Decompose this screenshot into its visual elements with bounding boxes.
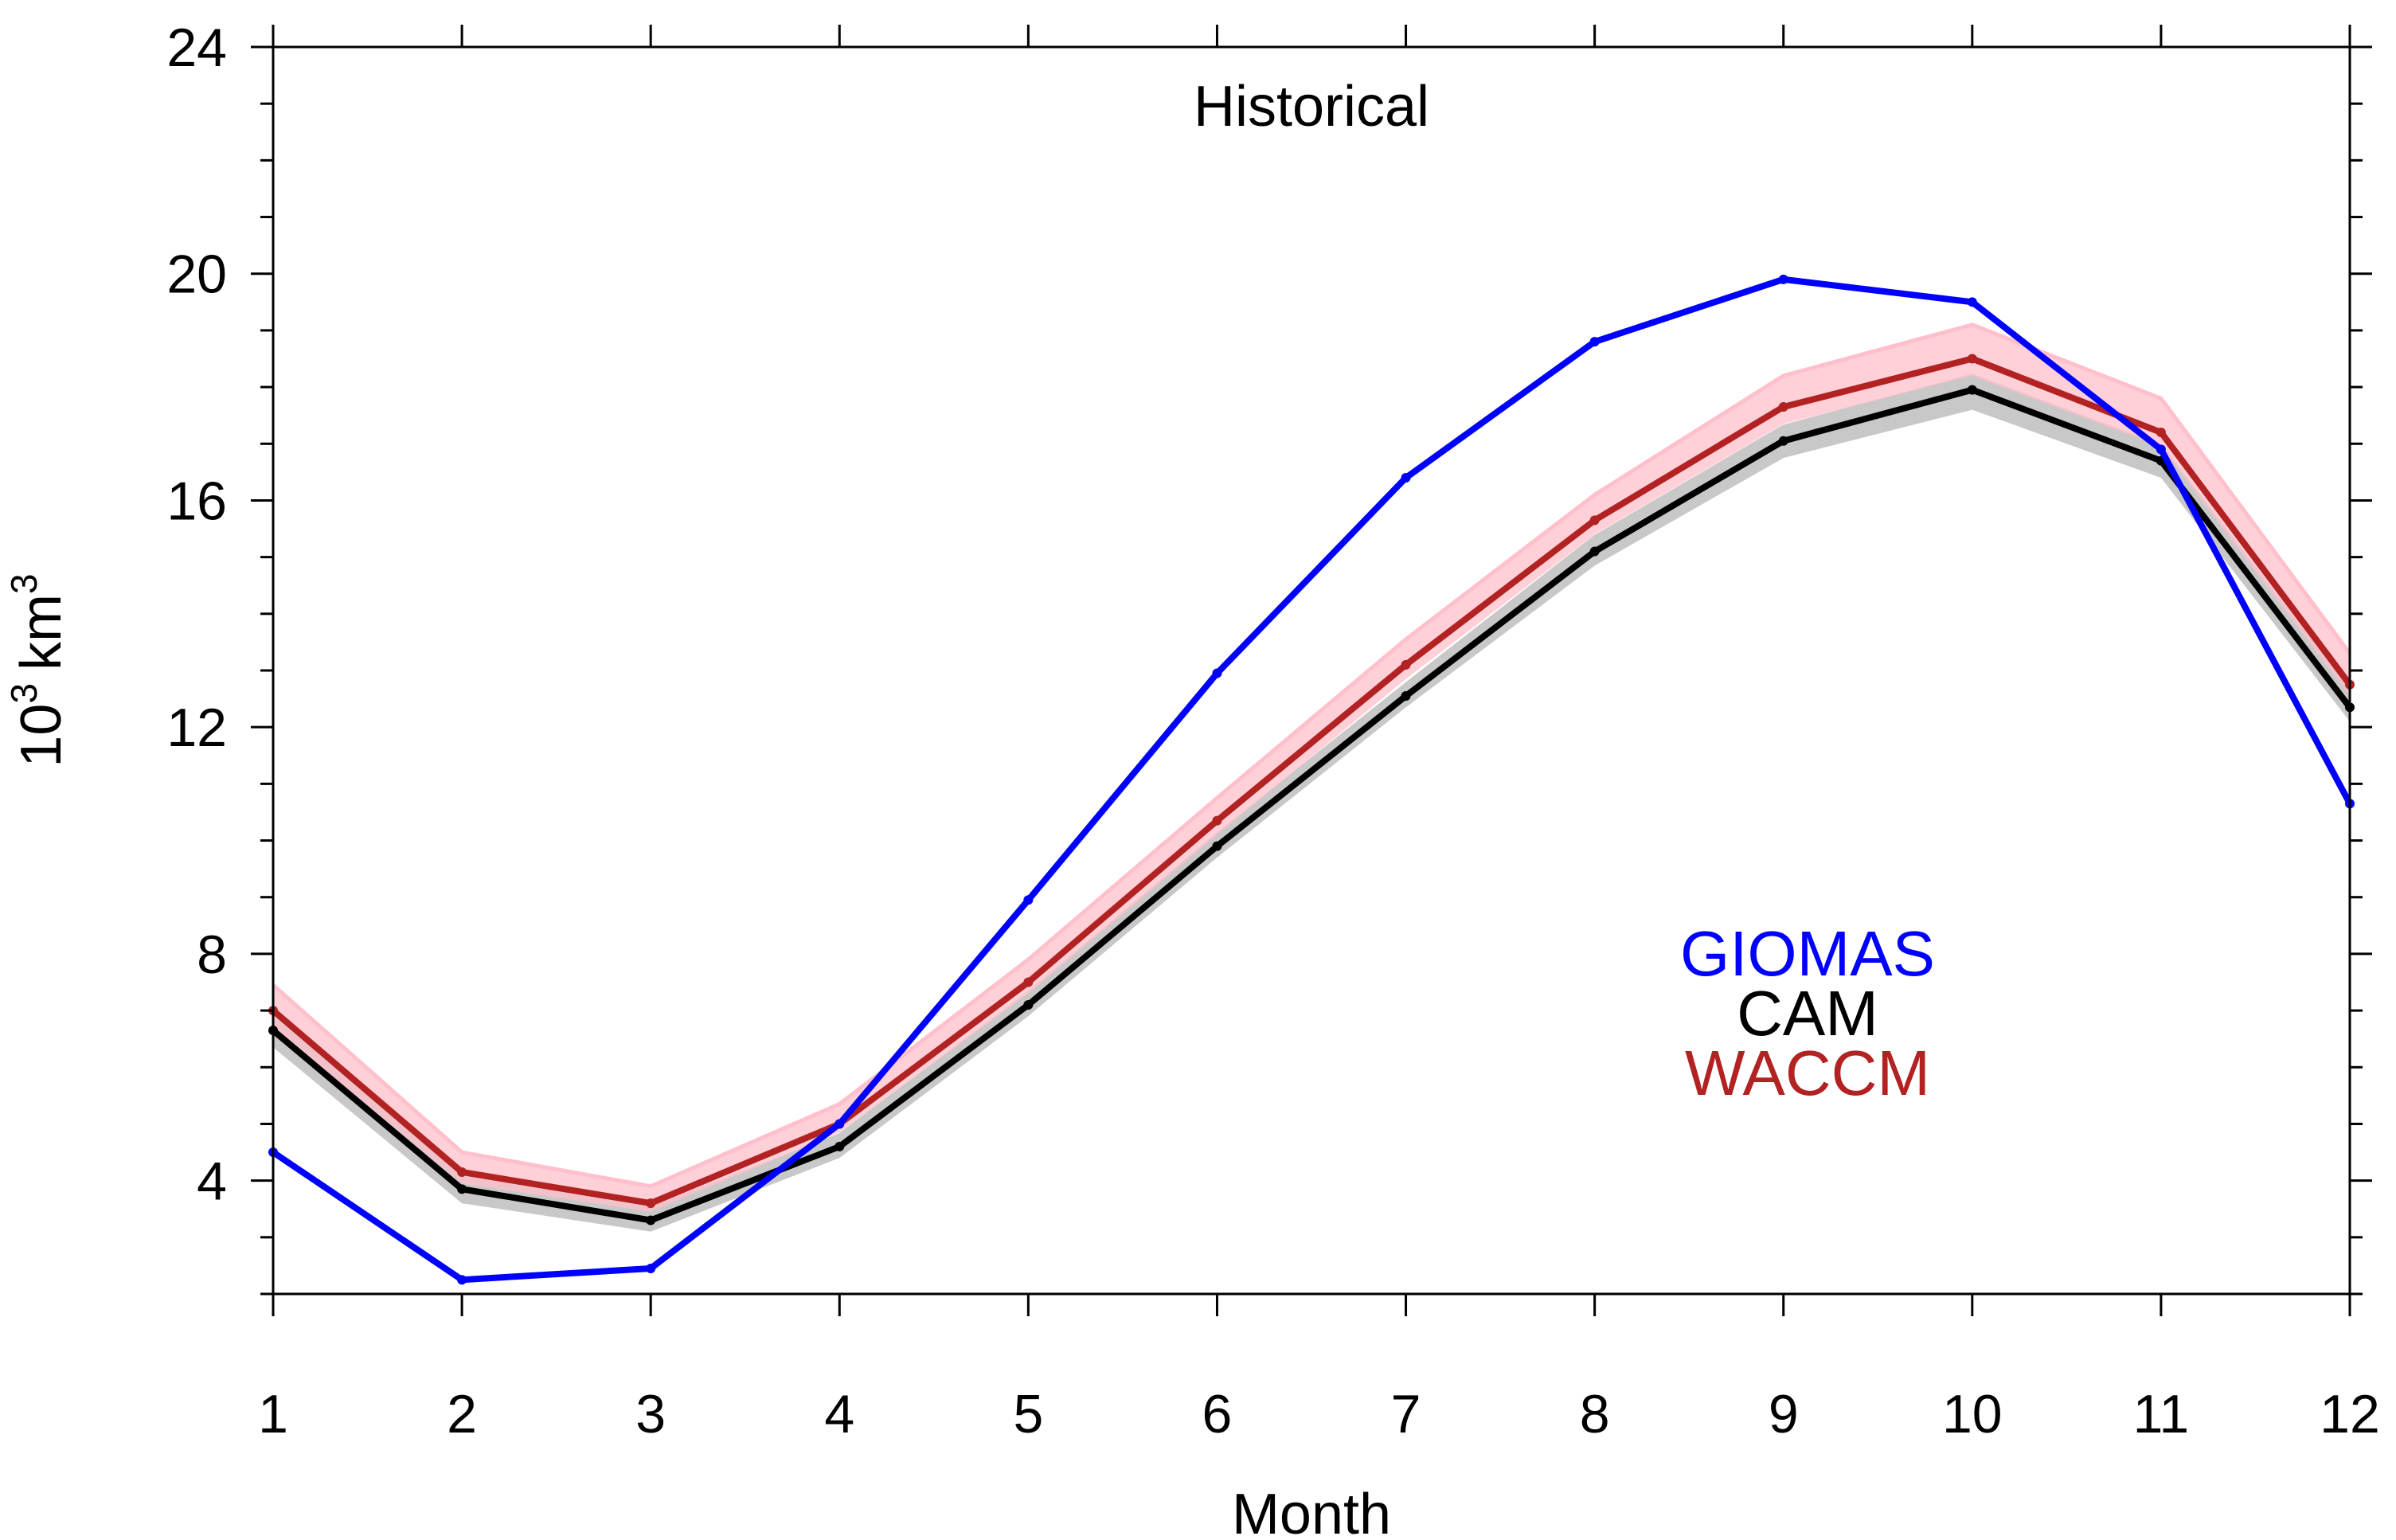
- y-tick-label-24: 24: [166, 18, 227, 78]
- y-axis-title: 103km3: [3, 573, 73, 767]
- point-waccm-7: [1401, 659, 1411, 670]
- x-tick-label-5: 5: [1013, 1384, 1043, 1444]
- legend-entry-waccm: WACCM: [1685, 1038, 1930, 1108]
- point-giomas-7: [1401, 472, 1411, 483]
- point-waccm-5: [1023, 977, 1034, 987]
- point-waccm-8: [1589, 515, 1600, 526]
- y-tick-label-16: 16: [166, 471, 227, 531]
- x-tick-label-4: 4: [824, 1384, 854, 1444]
- point-cam-8: [1589, 546, 1600, 557]
- y-axis-title-base: 10: [10, 704, 73, 768]
- point-waccm-10: [1967, 354, 1977, 364]
- legend: GIOMAS CAM WACCM: [1680, 918, 1935, 1108]
- y-axis-title-exponent: 3: [3, 683, 45, 704]
- point-giomas-3: [646, 1263, 656, 1273]
- point-cam-3: [646, 1215, 656, 1225]
- y-tick-label-4: 4: [197, 1151, 227, 1212]
- y-tick-label-8: 8: [197, 924, 227, 985]
- x-tick-label-2: 2: [447, 1384, 477, 1444]
- point-giomas-4: [834, 1119, 845, 1129]
- point-cam-5: [1023, 999, 1034, 1010]
- y-tick-label-20: 20: [166, 244, 227, 305]
- point-cam-7: [1401, 691, 1411, 702]
- spread-band-cam: [273, 375, 2350, 1232]
- legend-entry-cam: CAM: [1737, 978, 1878, 1049]
- spread-upper-cam: [272, 373, 2351, 1211]
- spread-band-waccm: [273, 324, 2350, 1212]
- x-tick-label-7: 7: [1391, 1384, 1421, 1444]
- x-axis-title: Month: [1232, 1483, 1391, 1540]
- point-giomas-6: [1212, 668, 1222, 678]
- axis-ticks: [251, 25, 2372, 1316]
- x-tick-label-9: 9: [1769, 1384, 1799, 1444]
- point-cam-4: [834, 1141, 845, 1151]
- point-cam-2: [457, 1184, 467, 1194]
- x-tick-label-10: 10: [1942, 1384, 2003, 1444]
- series-line-waccm: [271, 355, 2353, 1207]
- series-cam: [268, 385, 2355, 1225]
- point-giomas-2: [457, 1275, 467, 1285]
- point-waccm-11: [2156, 428, 2166, 438]
- x-tick-labels: 1 2 3 4 5 6 7 8 9 10 11 12: [258, 1384, 2380, 1444]
- x-tick-label-1: 1: [258, 1384, 288, 1444]
- point-cam-6: [1212, 841, 1222, 851]
- x-tick-label-11: 11: [2133, 1384, 2190, 1444]
- point-giomas-5: [1023, 895, 1034, 905]
- y-axis-title-unit: km: [10, 594, 73, 670]
- x-tick-label-12: 12: [2320, 1384, 2380, 1444]
- x-tick-label-6: 6: [1202, 1384, 1233, 1444]
- spread-upper-waccm: [272, 322, 2352, 1189]
- chart-title: Historical: [1194, 75, 1429, 139]
- spread-bands: [272, 322, 2352, 1232]
- series-giomas: [268, 274, 2355, 1285]
- point-giomas-9: [1778, 274, 1788, 284]
- point-giomas-11: [2156, 444, 2166, 455]
- point-cam-10: [1967, 385, 1977, 395]
- series-line-giomas: [271, 276, 2353, 1284]
- point-cam-9: [1778, 436, 1788, 446]
- point-waccm-2: [457, 1167, 467, 1177]
- plot-frame: [272, 45, 2351, 1296]
- x-tick-label-3: 3: [635, 1384, 666, 1444]
- y-tick-label-12: 12: [166, 698, 227, 758]
- x-tick-label-8: 8: [1580, 1384, 1610, 1444]
- point-waccm-9: [1778, 402, 1788, 412]
- point-waccm-3: [646, 1198, 656, 1209]
- point-waccm-6: [1212, 815, 1222, 826]
- y-tick-labels: 4 8 12 16 20 24: [166, 18, 227, 1212]
- series-line-cam: [271, 386, 2353, 1224]
- point-giomas-10: [1967, 297, 1977, 307]
- point-giomas-8: [1589, 337, 1600, 347]
- legend-entry-giomas: GIOMAS: [1680, 918, 1935, 989]
- series-lines: [268, 274, 2355, 1285]
- y-axis-title-unit-exponent: 3: [3, 573, 45, 594]
